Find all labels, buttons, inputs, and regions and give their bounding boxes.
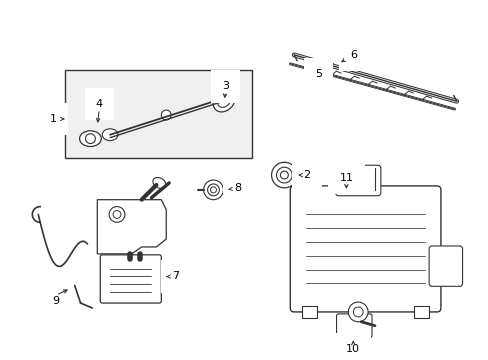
Circle shape (280, 171, 288, 179)
Ellipse shape (213, 89, 235, 112)
Circle shape (203, 180, 223, 200)
FancyBboxPatch shape (336, 314, 371, 338)
FancyBboxPatch shape (428, 246, 462, 286)
Circle shape (113, 211, 121, 219)
Ellipse shape (102, 129, 118, 141)
Text: 3: 3 (222, 81, 228, 91)
FancyBboxPatch shape (100, 255, 161, 303)
Text: 4: 4 (96, 99, 102, 109)
Bar (413, 306, 428, 318)
Circle shape (210, 187, 216, 193)
Ellipse shape (80, 131, 101, 147)
Ellipse shape (153, 177, 165, 188)
Text: 7: 7 (172, 271, 179, 282)
Text: 11: 11 (339, 173, 353, 183)
Circle shape (276, 167, 292, 183)
Circle shape (347, 302, 367, 322)
Circle shape (271, 162, 297, 188)
Text: 2: 2 (303, 170, 310, 180)
Text: 1: 1 (49, 114, 57, 124)
FancyBboxPatch shape (290, 186, 440, 312)
Text: 10: 10 (346, 345, 360, 354)
Polygon shape (97, 200, 166, 254)
Text: 5: 5 (315, 69, 322, 79)
FancyBboxPatch shape (335, 165, 380, 196)
Ellipse shape (217, 93, 231, 107)
Circle shape (85, 134, 95, 144)
Circle shape (207, 184, 219, 196)
Text: 8: 8 (234, 183, 241, 193)
Text: 6: 6 (349, 50, 356, 60)
Circle shape (109, 207, 124, 222)
Circle shape (161, 110, 171, 120)
Circle shape (352, 307, 363, 317)
Bar (302, 306, 316, 318)
Text: 9: 9 (52, 296, 60, 306)
Bar (65, 70, 251, 158)
